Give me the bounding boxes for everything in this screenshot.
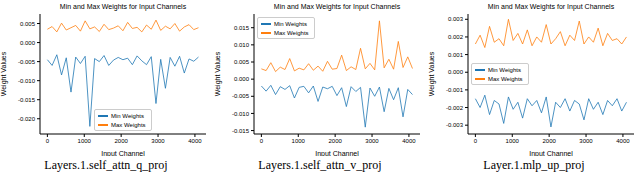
svg-text:1000: 1000 [292, 138, 306, 144]
svg-text:-0.015: -0.015 [232, 128, 250, 134]
html-text:Min and Max Weights for Input: Min and Max Weights for Input Channels [273, 3, 401, 10]
svg-text:3000: 3000 [579, 138, 593, 144]
html-text:Min and Max Weights for Input: Min and Max Weights for Input Channels [487, 3, 615, 10]
html-text:Min Weights: Min Weights [111, 112, 144, 119]
svg-text:-0.020: -0.020 [18, 116, 36, 122]
svg-text:-0.005: -0.005 [232, 93, 250, 99]
svg-text:-0.010: -0.010 [232, 111, 250, 117]
svg-text:-0.010: -0.010 [18, 78, 36, 84]
html-text:Min and Max Weights for Input: Min and Max Weights for Input Channels [59, 3, 187, 10]
svg-text:Input Channel: Input Channel [529, 150, 573, 156]
svg-text:3000: 3000 [365, 138, 379, 144]
svg-text:1000: 1000 [78, 138, 92, 144]
html-text:Min Weights: Min Weights [274, 20, 307, 27]
svg-text:-0.001: -0.001 [446, 87, 464, 93]
svg-text:0.005: 0.005 [20, 21, 36, 27]
svg-text:4000: 4000 [402, 138, 416, 144]
html-text:Min Weights: Min Weights [488, 66, 521, 73]
svg-text:0: 0 [260, 138, 264, 144]
svg-text:Input Channel: Input Channel [315, 150, 359, 156]
svg-text:3000: 3000 [151, 138, 165, 144]
svg-text:4000: 4000 [188, 138, 202, 144]
svg-text:Weight Values: Weight Values [8, 51, 9, 96]
svg-text:0.003: 0.003 [448, 16, 464, 22]
svg-text:-0.015: -0.015 [18, 97, 36, 103]
svg-text:-0.002: -0.002 [446, 105, 464, 111]
svg-text:Weight Values: Weight Values [428, 51, 436, 96]
html-text:Layers.1.self_attn_v_proj: Layers.1.self_attn_v_proj [258, 158, 382, 172]
svg-text:0.000: 0.000 [20, 40, 36, 46]
svg-text:2000: 2000 [542, 138, 556, 144]
svg-text:Input Channel: Input Channel [101, 150, 145, 156]
svg-text:0.015: 0.015 [234, 25, 250, 31]
html-text:Max Weights: Max Weights [274, 29, 309, 36]
svg-text:0.002: 0.002 [448, 34, 464, 40]
svg-text:0.000: 0.000 [448, 69, 464, 75]
svg-text:4000: 4000 [616, 138, 630, 144]
html-text:Layer.1.mlp_up_proj: Layer.1.mlp_up_proj [483, 158, 585, 172]
svg-text:0: 0 [46, 138, 50, 144]
svg-text:0: 0 [474, 138, 478, 144]
svg-text:Weight Values: Weight Values [214, 51, 222, 96]
svg-text:2000: 2000 [114, 138, 128, 144]
svg-text:-0.003: -0.003 [446, 122, 464, 128]
svg-text:2000: 2000 [328, 138, 342, 144]
svg-text:1000: 1000 [506, 138, 520, 144]
svg-text:0.000: 0.000 [234, 76, 250, 82]
svg-text:-0.005: -0.005 [18, 59, 36, 65]
html-text:Max Weights: Max Weights [488, 75, 523, 82]
svg-text:0.005: 0.005 [234, 59, 250, 65]
svg-text:0.010: 0.010 [234, 42, 250, 48]
html-text:Layers.1.self_attn_q_proj: Layers.1.self_attn_q_proj [44, 158, 168, 172]
html-text:Max Weights: Max Weights [111, 121, 146, 128]
svg-text:0.001: 0.001 [448, 52, 464, 58]
